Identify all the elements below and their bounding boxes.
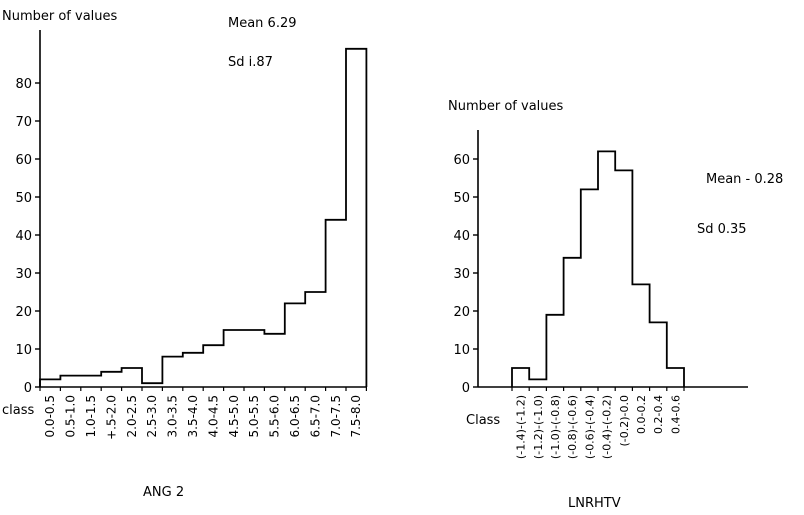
lnrhtv-category-label: (-0.4)-(-0.2) [601, 395, 614, 459]
lnrhtv-ylabel: Number of values [448, 99, 564, 114]
ang2-category-label: 0.5-1.0 [64, 395, 78, 438]
ang2-y-ticks: 0 10 20 30 40 50 60 70 80 [15, 77, 40, 396]
ang2-y-tick-label: 80 [15, 77, 32, 92]
lnrhtv-y-tick-label: 40 [453, 229, 470, 244]
lnrhtv-y-tick-label: 20 [453, 305, 470, 320]
ang2-category-label: 0.0-0.5 [43, 395, 57, 438]
ang2-y-tick-label: 30 [15, 267, 32, 282]
ang2-sd: Sd i.87 [228, 55, 273, 70]
ang2-category-label: 6.5-7.0 [308, 395, 322, 438]
lnrhtv-x-ticks: (-1.4)-(-1.2) (-1.2)-(-1.0) (-1.0)-(-0.8) (… [511, 387, 685, 459]
ang2-x-ticks: 0.0-0.5 0.5-1.0 1.0-1.5 +.5-2.0 2.0-2.5 2.5-3… [39, 387, 367, 440]
ang2-category-label: 2.5-3.0 [145, 395, 159, 438]
lnrhtv-category-label: 0.0-0.2 [635, 395, 648, 434]
lnrhtv-y-tick-label: 10 [453, 343, 470, 358]
ang2-ylabel: Number of values [2, 9, 118, 24]
ang2-y-tick-label: 50 [15, 191, 32, 206]
ang2-category-label: 5.0-5.5 [247, 395, 261, 438]
ang2-mean: Mean 6.29 [228, 16, 297, 31]
lnrhtv-y-ticks: 0 10 20 30 40 50 60 [453, 153, 478, 396]
ang2-y-tick-label: 20 [15, 305, 32, 320]
lnrhtv-category-label: (-0.6)-(-0.4) [583, 395, 596, 459]
ang2-histogram-outline [39, 47, 368, 387]
lnrhtv-class-label: Class [466, 413, 500, 428]
ang2-category-label: 4.5-5.0 [227, 395, 241, 438]
lnrhtv-category-label: 0.4-0.6 [669, 395, 682, 434]
lnrhtv-category-label: (-0.8)-(-0.6) [566, 395, 579, 459]
ang2-xlabel: ANG 2 [143, 485, 184, 500]
ang2-category-label: 6.0-6.5 [288, 395, 302, 438]
lnrhtv-histogram-outline [511, 150, 685, 387]
lnrhtv-xlabel: LNRHTV [568, 496, 621, 511]
ang2-y-tick-label: 40 [15, 229, 32, 244]
ang2-y-tick-label: 10 [15, 343, 32, 358]
lnrhtv-y-tick-label: 50 [453, 191, 470, 206]
ang2-class-label: class [2, 403, 34, 418]
lnrhtv-y-tick-label: 0 [462, 381, 470, 396]
ang2-category-label: 7.0-7.5 [329, 395, 343, 438]
histogram-ang2: Number of values Mean 6.29 Sd i.87 0 10 20… [2, 9, 368, 500]
ang2-category-label: 4.0-4.5 [206, 395, 220, 438]
lnrhtv-category-label: (-1.0)-(-0.8) [549, 395, 562, 459]
ang2-y-tick-label: 0 [24, 381, 32, 396]
ang2-category-label: 7.5-8.0 [349, 395, 363, 438]
ang2-y-tick-label: 70 [15, 115, 32, 130]
lnrhtv-y-tick-label: 30 [453, 267, 470, 282]
lnrhtv-category-label: (-0.2)-0.0 [618, 395, 631, 447]
histogram-lnrhtv: Number of values Mean - 0.28 Sd 0.35 0 10… [448, 99, 783, 511]
lnrhtv-category-label: 0.2-0.4 [652, 395, 665, 434]
lnrhtv-mean: Mean - 0.28 [706, 172, 783, 187]
ang2-category-label: +.5-2.0 [104, 395, 118, 440]
lnrhtv-category-label: (-1.4)-(-1.2) [515, 395, 528, 459]
ang2-category-label: 1.0-1.5 [84, 395, 98, 438]
lnrhtv-sd: Sd 0.35 [697, 222, 747, 237]
ang2-category-label: 5.5-6.0 [268, 395, 282, 438]
ang2-category-label: 3.0-3.5 [166, 395, 180, 438]
ang2-category-label: 2.0-2.5 [125, 395, 139, 438]
ang2-y-tick-label: 60 [15, 153, 32, 168]
lnrhtv-category-label: (-1.2)-(-1.0) [532, 395, 545, 459]
ang2-category-label: 3.5-4.0 [186, 395, 200, 438]
lnrhtv-y-tick-label: 60 [453, 153, 470, 168]
